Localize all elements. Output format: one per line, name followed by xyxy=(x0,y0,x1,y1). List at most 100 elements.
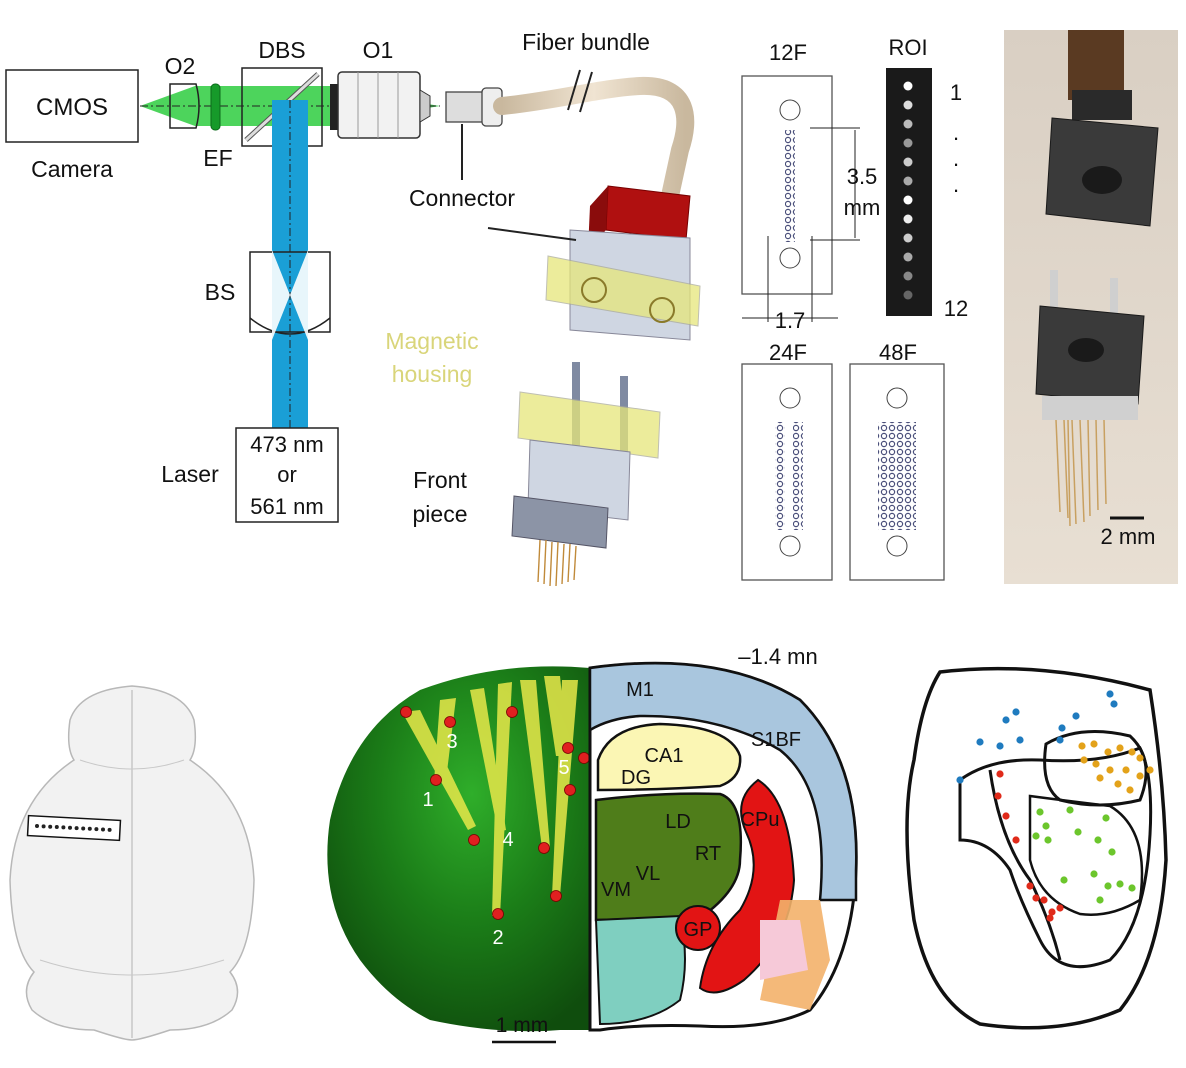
fiber-label-5: 5 xyxy=(558,757,569,779)
fiber-bundle-label: Fiber bundle xyxy=(522,29,650,55)
roi-dot xyxy=(903,100,913,110)
roi-dot xyxy=(903,119,913,129)
site-dot-green xyxy=(1104,882,1112,890)
magnetic-housing-label-2: housing xyxy=(392,361,473,387)
site-dot-orange xyxy=(1136,754,1144,762)
site-dot-blue xyxy=(1106,690,1114,698)
site-dot-red xyxy=(1012,836,1020,844)
region-hippocampus xyxy=(596,722,742,792)
fiber-label-1: 1 xyxy=(422,789,433,811)
magnetic-housing-label-1: Magnetic xyxy=(385,328,478,354)
site-dot-green xyxy=(1094,836,1102,844)
fiber-tip xyxy=(538,842,550,854)
optical-setup: CMOS Camera O2 EF DBS BS 473 nm or 561 n… xyxy=(5,29,701,587)
implant-dot xyxy=(48,824,53,829)
site-dot-green xyxy=(1102,814,1110,822)
front-piece-label-1: Front xyxy=(413,467,467,493)
bundle-layouts: 12F 3.5 mm 1.7 ROI 1 . . . 12 24F 48F xyxy=(741,35,968,581)
site-dot-green xyxy=(1060,876,1068,884)
implant-dot xyxy=(94,827,99,832)
site-dot-red xyxy=(996,770,1004,778)
histology-hemisphere xyxy=(327,666,590,1032)
recording-sites-schematic xyxy=(905,666,1168,1030)
implant-dot xyxy=(74,826,79,831)
layout-24f xyxy=(741,363,833,581)
photo-scale-label: 2 mm xyxy=(1101,524,1156,549)
site-dot-green xyxy=(1108,848,1116,856)
region-m1: M1 xyxy=(626,679,654,701)
region-cpu: CPu xyxy=(741,809,780,831)
site-dot-orange xyxy=(1146,766,1154,774)
fiber-label-4: 4 xyxy=(502,829,513,851)
site-dot-green xyxy=(1074,828,1082,836)
site-dot-red xyxy=(1026,882,1034,890)
front-piece xyxy=(511,362,661,587)
fiber-tip xyxy=(506,706,518,718)
cmos-label: CMOS xyxy=(36,94,108,121)
site-dot-green xyxy=(1044,836,1052,844)
fiber-tip xyxy=(564,784,576,796)
region-gp: GP xyxy=(684,919,713,941)
fiber-tip xyxy=(468,834,480,846)
upper-housing xyxy=(487,185,701,341)
implant-dot xyxy=(107,827,112,832)
site-dot-green xyxy=(1032,832,1040,840)
region-globus-pallidus xyxy=(675,905,721,951)
site-dot-orange xyxy=(1128,748,1136,756)
region-dg: DG xyxy=(621,767,651,789)
roi-dot xyxy=(903,81,913,91)
fiber-bundle xyxy=(493,76,695,205)
fiber-tip xyxy=(562,742,574,754)
implant-dot xyxy=(87,826,92,831)
fiber-label-2: 2 xyxy=(492,927,503,949)
roi-dot xyxy=(903,138,913,148)
site-dot-orange xyxy=(1092,760,1100,768)
fiber-connector xyxy=(445,87,503,127)
implant-dot xyxy=(41,824,46,829)
fiber-tip xyxy=(444,716,456,728)
brain-section: 1 2 3 4 5 1 mm –1.4 mn M1 S1BF CA1 DG LD… xyxy=(327,644,858,1044)
site-dot-blue xyxy=(956,776,964,784)
roi-ellipsis-3: . xyxy=(953,172,959,197)
fiber-tip xyxy=(550,890,562,902)
brain-top-view xyxy=(9,685,255,1041)
fiber-tip xyxy=(430,774,442,786)
site-dot-red xyxy=(1002,812,1010,820)
region-vl: VL xyxy=(636,863,660,885)
roi-dot xyxy=(903,195,913,205)
fiber-label-3: 3 xyxy=(446,731,457,753)
site-dot-blue xyxy=(1072,712,1080,720)
brain-scale-label: 1 mm xyxy=(496,1014,549,1037)
camera-label: Camera xyxy=(31,156,113,182)
laser-wavelength-1: 473 nm xyxy=(250,432,323,457)
roi-dot xyxy=(903,290,913,300)
o2-lens xyxy=(169,83,200,129)
site-dot-blue xyxy=(1002,716,1010,724)
region-thalamus xyxy=(594,792,742,922)
region-cortex xyxy=(588,661,858,902)
roi-dot xyxy=(903,271,913,281)
site-dot-blue xyxy=(996,742,1004,750)
roi-dot xyxy=(903,214,913,224)
site-dot-green xyxy=(1096,896,1104,904)
bs-label: BS xyxy=(205,279,236,305)
site-dot-red xyxy=(1040,896,1048,904)
roi-last: 12 xyxy=(944,296,968,321)
site-dot-red xyxy=(1046,914,1054,922)
coordinate-label: –1.4 mn xyxy=(738,644,818,669)
region-ca1: CA1 xyxy=(645,745,684,767)
site-dot-blue xyxy=(1110,700,1118,708)
roi-dot xyxy=(903,233,913,243)
fiber-tip xyxy=(578,752,590,764)
site-dot-orange xyxy=(1116,744,1124,752)
implant-dot xyxy=(101,827,105,832)
fiber-tip xyxy=(400,706,412,718)
region-ld: LD xyxy=(665,811,691,833)
implant-dot xyxy=(35,824,39,828)
roi-dot xyxy=(903,157,913,167)
device-photo: 2 mm xyxy=(1004,30,1178,584)
laser-wavelength-2: 561 nm xyxy=(250,494,323,519)
site-dot-green xyxy=(1090,870,1098,878)
dim-mm: mm xyxy=(844,195,881,220)
